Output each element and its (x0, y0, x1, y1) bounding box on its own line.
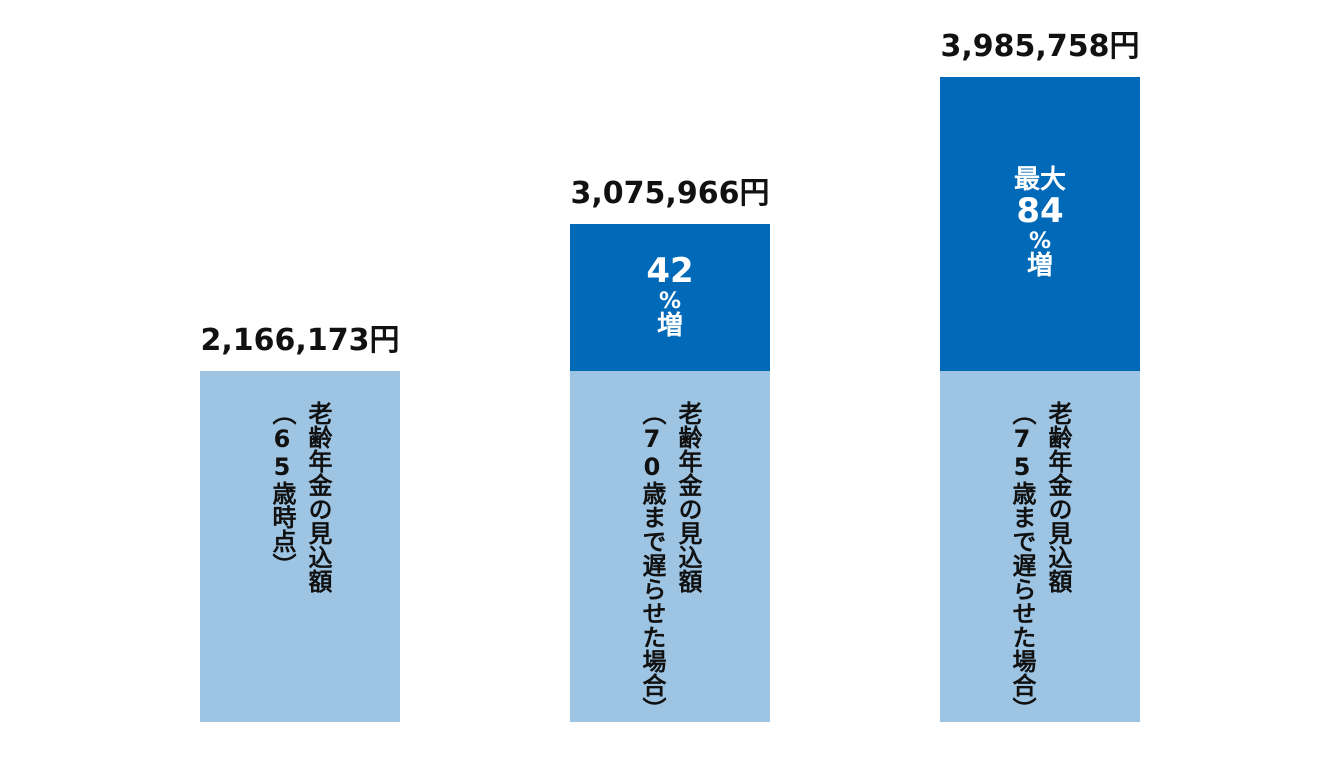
base-label-column: （75歳まで遅らせた場合） (1008, 401, 1036, 721)
base-label-column: （70歳まで遅らせた場合） (638, 401, 666, 721)
base-label-column: 老齢年金の見込額 (1044, 401, 1072, 593)
increase-label-line: 42 (646, 251, 694, 291)
bar-group-0: 2,166,173円老齢年金の見込額 （65歳時点） (200, 323, 400, 722)
base-label-column: 老齢年金の見込額 (304, 401, 332, 593)
increase-label-line: % (658, 288, 682, 314)
bar-base-segment: 老齢年金の見込額 （65歳時点） (200, 371, 400, 722)
bar-base-label: 老齢年金の見込額 （65歳時点） (200, 401, 400, 593)
increase-label-line: 増 (656, 310, 683, 341)
bar-base-segment: 老齢年金の見込額 （70歳まで遅らせた場合） (570, 371, 770, 722)
increase-label-line: 84 (1016, 191, 1064, 232)
bar-increase-segment: 42% 増 (570, 224, 770, 371)
base-label-column: 老齢年金の見込額 (674, 401, 702, 593)
increase-label-line: 最大 (1013, 165, 1066, 195)
bar-total-label: 3,075,966円 (570, 176, 770, 211)
increase-label-line: % (1028, 228, 1052, 254)
bar-base-label: 老齢年金の見込額 （75歳まで遅らせた場合） (940, 401, 1140, 721)
increase-label-line: 増 (1026, 251, 1053, 282)
bar-group-1: 3,075,966円 42% 増老齢年金の見込額 （70歳まで遅らせた場合） (570, 176, 770, 722)
bar-total-label: 3,985,758円 (940, 29, 1140, 64)
base-label-column: （65歳時点） (268, 401, 296, 577)
bar-base-label: 老齢年金の見込額 （70歳まで遅らせた場合） (570, 401, 770, 721)
bar-increase-label: 最大 84% 増 (940, 165, 1140, 282)
bar-total-label: 2,166,173円 (200, 323, 400, 358)
bar-group-2: 3,985,758円最大 84% 増老齢年金の見込額 （75歳まで遅らせた場合） (940, 29, 1140, 722)
bar-increase-segment: 最大 84% 増 (940, 77, 1140, 371)
bar-increase-label: 42% 増 (570, 251, 770, 341)
bar-base-segment: 老齢年金の見込額 （75歳まで遅らせた場合） (940, 371, 1140, 722)
